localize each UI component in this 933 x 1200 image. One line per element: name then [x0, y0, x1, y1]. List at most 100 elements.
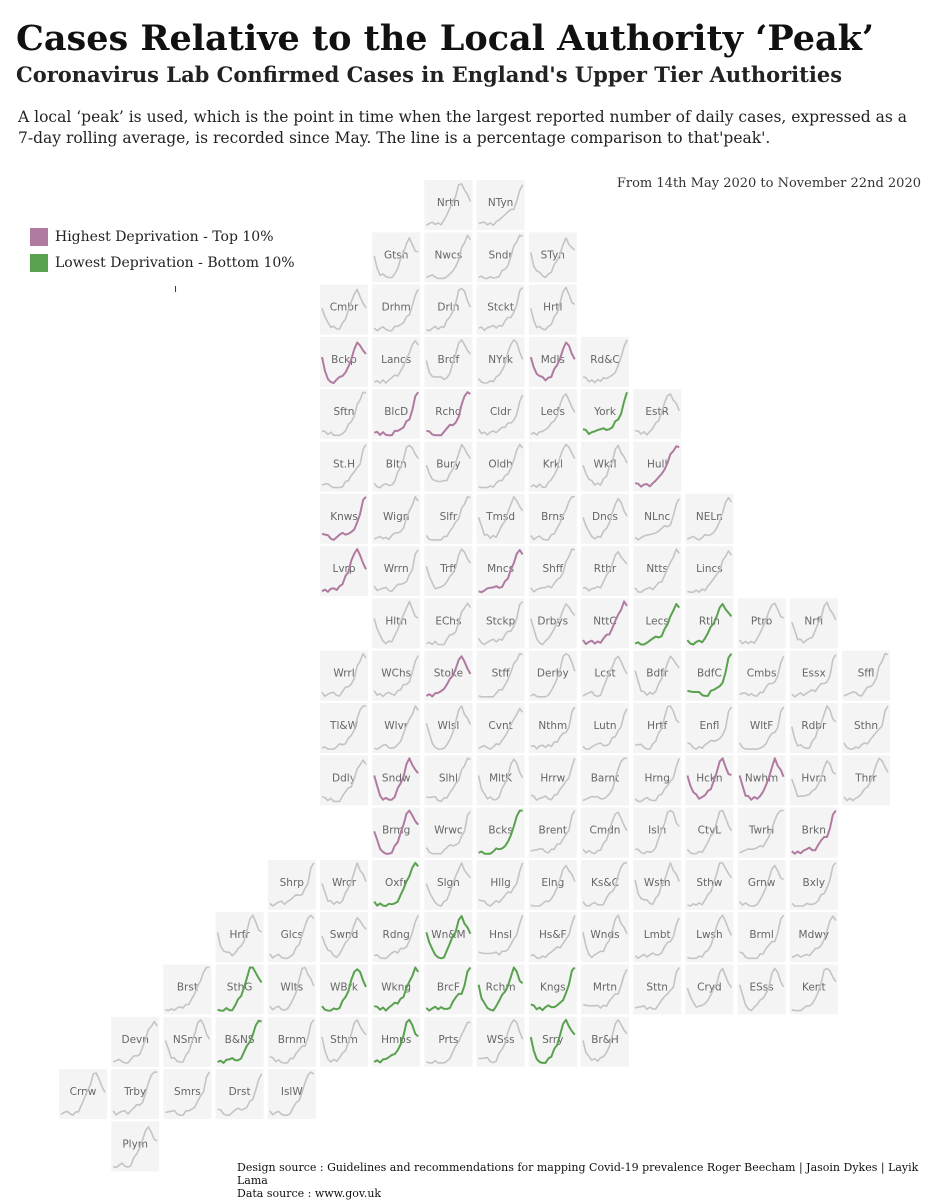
tile-elng: Elng: [528, 859, 577, 910]
tile-label: Nwhm: [745, 772, 778, 784]
tile-lancs: Lancs: [372, 336, 421, 387]
tile-line-other: [112, 1071, 158, 1116]
tile-brkn: Brkn: [789, 807, 838, 858]
tile-label: Rdbr: [801, 720, 827, 732]
tile-brnm: Brnm: [267, 1016, 316, 1067]
tile-wlsl: Wlsl: [424, 703, 473, 753]
tile-background: [842, 755, 890, 806]
tile-line-other: [791, 862, 837, 907]
tile-label: Mrtn: [593, 982, 617, 994]
tile-line-other: [269, 1019, 315, 1064]
tile-line-other: [791, 760, 837, 798]
tile-line-low: [530, 966, 576, 1012]
tile-sndw: Sndw: [372, 755, 421, 806]
tile-drbys: Drbys: [528, 598, 577, 649]
tile-label: IslW: [281, 1086, 303, 1098]
tile-label: Nrth: [437, 197, 460, 209]
tile-label: Rdng: [383, 929, 410, 941]
tile-background: [737, 807, 786, 858]
tile-wnds: Wnds: [581, 912, 629, 963]
tile-neln: NELn: [685, 493, 734, 544]
tile-nlnc: NLnc: [633, 493, 682, 544]
tile-label: Slfr: [440, 511, 458, 523]
tile-devn: Devn: [111, 1016, 160, 1067]
tile-label: Tmsd: [485, 511, 515, 523]
tile-line-other: [739, 809, 784, 854]
tile-background: [372, 441, 421, 492]
tile-label: Oldh: [488, 459, 513, 471]
tile-line-high: [373, 757, 419, 801]
tile-label: Br&H: [591, 1034, 619, 1046]
tile-ddly: Ddly: [320, 755, 368, 806]
tile-label: Prts: [438, 1034, 458, 1046]
tile-slhl: Slhl: [424, 755, 473, 806]
tile-label: Hrng: [645, 772, 670, 784]
tile-line-other: [530, 914, 576, 960]
tile-background: [320, 284, 368, 335]
tile-line-high: [529, 341, 576, 382]
tile-line-other: [739, 655, 785, 697]
tile-york: York: [581, 389, 629, 440]
tile-trby: Trby: [111, 1069, 160, 1120]
tile-line-other: [477, 339, 524, 384]
tile-label: Sthw: [696, 877, 722, 889]
tile-line-other: [425, 811, 472, 855]
tile-label: EstR: [645, 406, 669, 418]
tile-background: [372, 493, 421, 544]
tile-line-other: [478, 443, 524, 489]
tile-label: Drhm: [382, 302, 411, 314]
tile-label: Sttn: [646, 982, 668, 994]
tile-wsss: WSss: [476, 1016, 525, 1067]
tile-line-other: [321, 391, 367, 437]
tile-hltn: Hltn: [372, 598, 421, 649]
tile-label: NttC: [593, 615, 616, 627]
tile-background: [528, 912, 577, 963]
tile-line-other: [687, 862, 733, 907]
tile-label: Sndw: [382, 772, 411, 784]
tile-line-other: [321, 1019, 367, 1063]
tile-label: TwrH: [748, 825, 774, 837]
tile-label: Oxfr: [385, 877, 408, 889]
tile-sffl: Sffl: [842, 650, 890, 701]
tile-background: [633, 598, 682, 649]
tile-derby: Derby: [528, 650, 577, 701]
tile-label: NSmr: [173, 1034, 203, 1046]
tile-label: Barnt: [591, 772, 620, 784]
tile-nrfl: Nrfl: [789, 598, 838, 649]
tile-label: Kngs: [540, 982, 566, 994]
tile-label: Rchm: [486, 982, 516, 994]
tile-line-other: [60, 1072, 106, 1116]
tile-sthg: SthG: [215, 964, 264, 1015]
tile-label: Derby: [537, 668, 569, 680]
tile-background: [633, 389, 682, 440]
tile-label: NTyn: [488, 197, 514, 209]
tile-label: Thrr: [854, 772, 877, 784]
tile-line-other: [582, 708, 628, 750]
tile-wrrl: Wrrl: [320, 650, 368, 701]
tile-label: Sftn: [334, 406, 355, 418]
tile-line-other: [269, 862, 315, 907]
tile-ptrb: Ptrb: [737, 598, 786, 649]
tile-nrth: Nrth: [424, 180, 473, 230]
tile-line-other: [582, 655, 628, 698]
tile-hrng: Hrng: [633, 755, 682, 806]
tile-line-other: [530, 393, 576, 436]
tile-background: [372, 703, 421, 753]
tile-line-low: [582, 391, 628, 435]
tile-line-other: [791, 601, 837, 644]
tile-line-other: [426, 1021, 471, 1064]
tile-sndr: Sndr: [476, 232, 525, 283]
tile-kent: Kent: [789, 964, 838, 1015]
tile-label: Ptrb: [751, 615, 773, 627]
tile-label: Glcs: [281, 929, 303, 941]
tile-line-other: [582, 862, 627, 907]
tile-line-other: [321, 444, 367, 489]
tile-label: Brent: [539, 825, 568, 837]
tile-ksc: Ks&C: [581, 859, 629, 910]
tile-label: Wign: [383, 511, 409, 523]
tile-stff: Stff: [476, 650, 525, 701]
tile-essx: Essx: [789, 650, 838, 701]
tile-line-other: [165, 1071, 211, 1116]
tile-lvrp: Lvrp: [320, 546, 368, 597]
tile-brml: Brml: [737, 912, 786, 963]
